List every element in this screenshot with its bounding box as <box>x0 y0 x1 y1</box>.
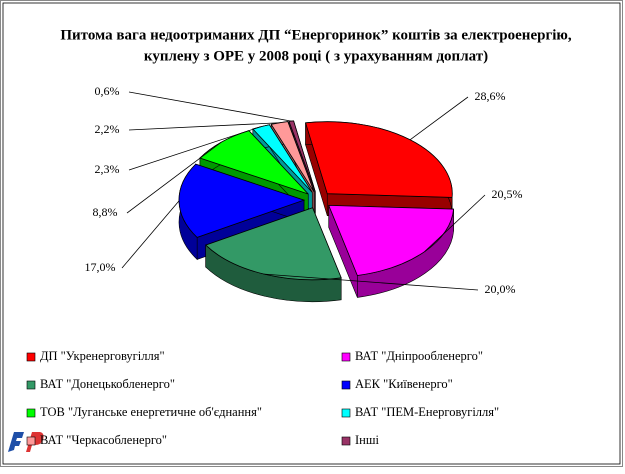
slice-group <box>328 204 455 298</box>
leader-line <box>128 126 262 171</box>
legend-label: ВАТ "Черкасобленерго" <box>40 433 167 447</box>
inner-frame <box>2 2 621 465</box>
slice-group <box>204 207 342 303</box>
legend-swatch <box>26 352 36 362</box>
legend-swatch <box>341 352 351 362</box>
legend-label: АЕК "Київенерго" <box>355 377 453 391</box>
legend-swatch <box>341 380 351 390</box>
data-label: 2,2% <box>95 122 120 136</box>
leader-line <box>264 273 479 291</box>
leader-line <box>121 200 180 269</box>
data-label: 8,8% <box>93 205 118 219</box>
leader-line <box>128 122 280 131</box>
legend-swatch <box>341 436 351 446</box>
legend-label: ВАТ "ПЕМ-Енерговугілля" <box>355 405 499 419</box>
legend-label: Інші <box>355 433 379 447</box>
leader-line <box>424 194 486 252</box>
data-label: 0,6% <box>95 84 120 98</box>
slice <box>305 121 453 198</box>
chart-title: Питома вага недоотриманих ДП “Енергорино… <box>60 27 572 43</box>
leader-line <box>409 96 469 141</box>
legend-label: ТОВ "Луганське енергетичне об'єднання" <box>40 405 262 419</box>
legend-swatch <box>341 408 351 418</box>
leader-line <box>128 91 292 122</box>
slice <box>178 163 306 238</box>
chart-title: куплену з ОРЕ у 2008 році ( з урахування… <box>144 48 488 64</box>
leader-line <box>126 142 222 214</box>
data-label: 28,6% <box>475 89 506 103</box>
data-label: 17,0% <box>85 260 116 274</box>
legend-label: ДП "Укренерговугілля" <box>40 349 165 363</box>
legend-swatch <box>26 436 36 446</box>
legend-swatch <box>26 380 36 390</box>
legend-label: ВАТ "Дніпрообленерго" <box>355 349 483 363</box>
data-label: 20,0% <box>485 282 516 296</box>
data-label: 20,5% <box>492 187 523 201</box>
data-label: 2,3% <box>95 162 120 176</box>
legend-label: ВАТ "Донецькобленерго" <box>40 377 175 391</box>
slice <box>328 204 455 276</box>
legend-swatch <box>26 408 36 418</box>
